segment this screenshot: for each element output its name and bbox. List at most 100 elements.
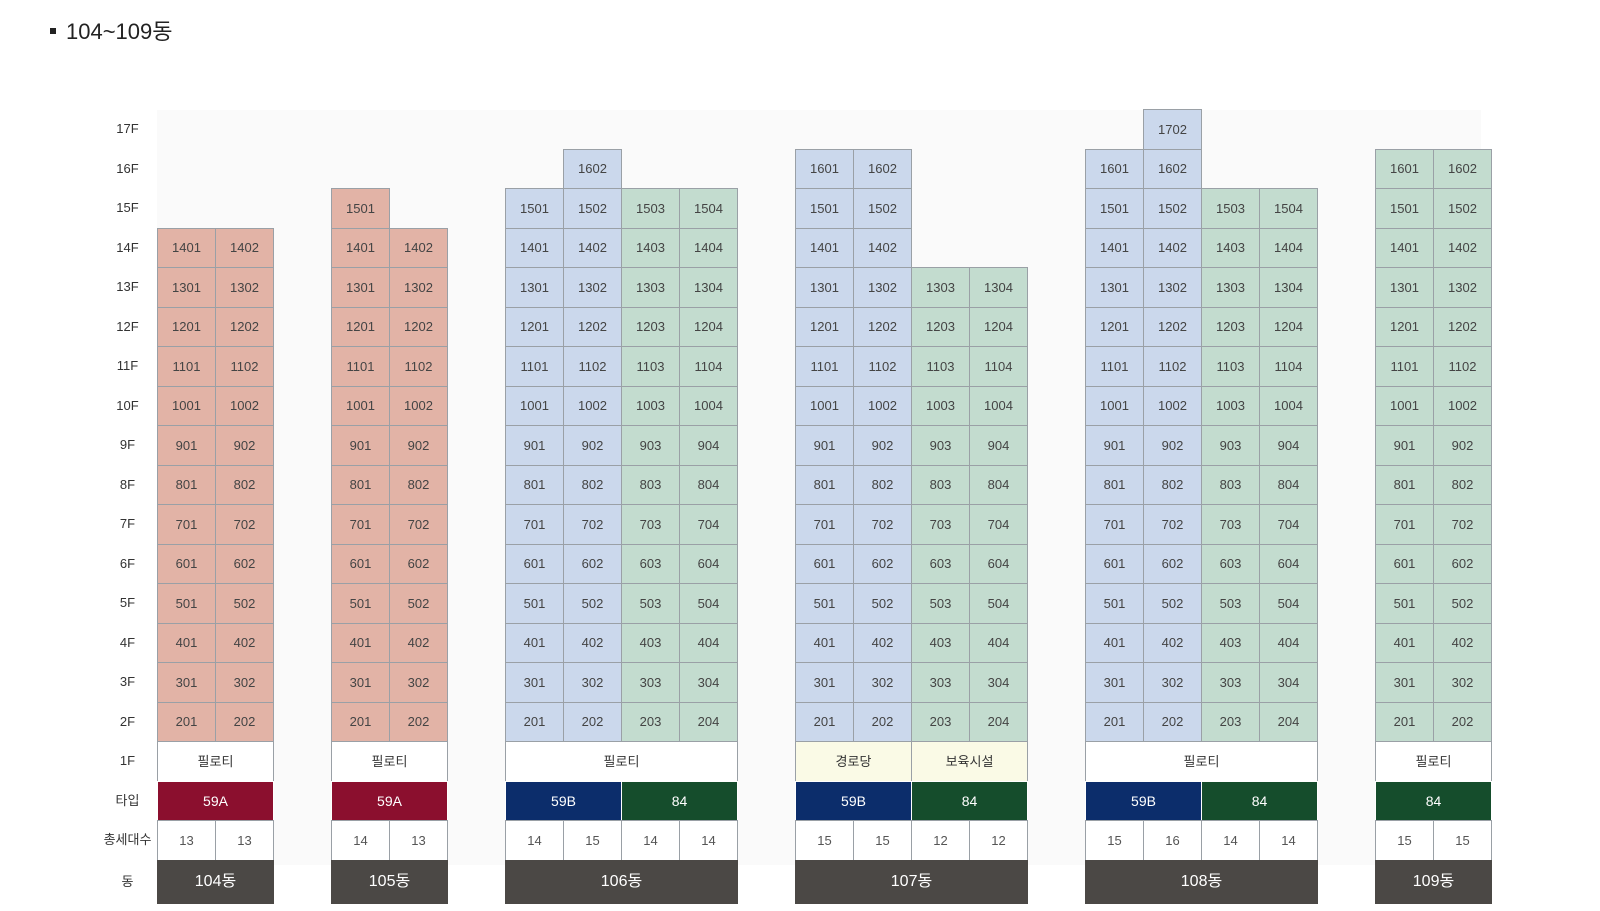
unit-cell[interactable]: 302 (1143, 662, 1202, 703)
unit-cell[interactable]: 802 (563, 465, 622, 505)
unit-cell[interactable]: 1102 (215, 346, 274, 387)
unit-cell[interactable]: 703 (621, 504, 680, 545)
unit-cell[interactable]: 1302 (853, 267, 912, 308)
unit-cell[interactable]: 1401 (331, 228, 390, 268)
unit-cell[interactable]: 203 (621, 702, 680, 742)
unit-cell[interactable]: 1103 (1201, 346, 1260, 387)
unit-cell[interactable]: 1001 (1085, 386, 1144, 426)
unit-cell[interactable]: 1401 (505, 228, 564, 268)
unit-cell[interactable]: 1203 (1201, 307, 1260, 347)
unit-cell[interactable]: 903 (911, 425, 970, 466)
unit-cell[interactable]: 903 (621, 425, 680, 466)
unit-cell[interactable]: 1301 (157, 267, 216, 308)
unit-cell[interactable]: 402 (853, 623, 912, 663)
unit-cell[interactable]: 502 (853, 583, 912, 624)
unit-cell[interactable]: 1003 (1201, 386, 1260, 426)
unit-cell[interactable]: 403 (1201, 623, 1260, 663)
unit-cell[interactable]: 1102 (853, 346, 912, 387)
unit-cell[interactable]: 1301 (1375, 267, 1434, 308)
unit-cell[interactable]: 1001 (1375, 386, 1434, 426)
unit-cell[interactable]: 1202 (215, 307, 274, 347)
unit-cell[interactable]: 803 (911, 465, 970, 505)
unit-cell[interactable]: 1601 (1375, 149, 1434, 189)
unit-cell[interactable]: 801 (331, 465, 390, 505)
unit-cell[interactable]: 1402 (1433, 228, 1492, 268)
unit-cell[interactable]: 1601 (795, 149, 854, 189)
unit-cell[interactable]: 203 (911, 702, 970, 742)
unit-cell[interactable]: 1404 (1259, 228, 1318, 268)
unit-cell[interactable]: 701 (1375, 504, 1434, 545)
unit-cell[interactable]: 1502 (563, 188, 622, 229)
unit-cell[interactable]: 401 (1375, 623, 1434, 663)
unit-cell[interactable]: 604 (679, 544, 738, 584)
unit-cell[interactable]: 1102 (389, 346, 448, 387)
unit-cell[interactable]: 1202 (563, 307, 622, 347)
unit-cell[interactable]: 1402 (1143, 228, 1202, 268)
unit-cell[interactable]: 1602 (1143, 149, 1202, 189)
unit-cell[interactable]: 902 (389, 425, 448, 466)
unit-cell[interactable]: 803 (621, 465, 680, 505)
unit-cell[interactable]: 604 (969, 544, 1028, 584)
unit-cell[interactable]: 701 (157, 504, 216, 545)
unit-cell[interactable]: 801 (157, 465, 216, 505)
unit-cell[interactable]: 703 (911, 504, 970, 545)
unit-cell[interactable]: 902 (215, 425, 274, 466)
unit-cell[interactable]: 1501 (505, 188, 564, 229)
unit-cell[interactable]: 1201 (1375, 307, 1434, 347)
unit-cell[interactable]: 1501 (1085, 188, 1144, 229)
unit-cell[interactable]: 401 (505, 623, 564, 663)
unit-cell[interactable]: 1302 (215, 267, 274, 308)
unit-cell[interactable]: 602 (1143, 544, 1202, 584)
unit-cell[interactable]: 1401 (1085, 228, 1144, 268)
unit-cell[interactable]: 1104 (969, 346, 1028, 387)
unit-cell[interactable]: 1103 (911, 346, 970, 387)
unit-cell[interactable]: 1201 (1085, 307, 1144, 347)
unit-cell[interactable]: 1504 (679, 188, 738, 229)
unit-cell[interactable]: 603 (621, 544, 680, 584)
unit-cell[interactable]: 904 (969, 425, 1028, 466)
unit-cell[interactable]: 301 (1375, 662, 1434, 703)
unit-cell[interactable]: 1002 (1433, 386, 1492, 426)
unit-cell[interactable]: 1203 (621, 307, 680, 347)
unit-cell[interactable]: 1101 (1375, 346, 1434, 387)
unit-cell[interactable]: 1204 (679, 307, 738, 347)
unit-cell[interactable]: 702 (1143, 504, 1202, 545)
unit-cell[interactable]: 204 (969, 702, 1028, 742)
unit-cell[interactable]: 601 (157, 544, 216, 584)
unit-cell[interactable]: 701 (505, 504, 564, 545)
unit-cell[interactable]: 1002 (389, 386, 448, 426)
unit-cell[interactable]: 201 (331, 702, 390, 742)
unit-cell[interactable]: 1002 (853, 386, 912, 426)
unit-cell[interactable]: 1301 (1085, 267, 1144, 308)
unit-cell[interactable]: 802 (389, 465, 448, 505)
unit-cell[interactable]: 1102 (563, 346, 622, 387)
unit-cell[interactable]: 1102 (1143, 346, 1202, 387)
unit-cell[interactable]: 1303 (1201, 267, 1260, 308)
unit-cell[interactable]: 1101 (331, 346, 390, 387)
unit-cell[interactable]: 1401 (1375, 228, 1434, 268)
unit-cell[interactable]: 1002 (563, 386, 622, 426)
unit-cell[interactable]: 902 (1433, 425, 1492, 466)
unit-cell[interactable]: 202 (853, 702, 912, 742)
unit-cell[interactable]: 501 (331, 583, 390, 624)
unit-cell[interactable]: 1001 (795, 386, 854, 426)
unit-cell[interactable]: 602 (853, 544, 912, 584)
unit-cell[interactable]: 702 (563, 504, 622, 545)
unit-cell[interactable]: 603 (1201, 544, 1260, 584)
unit-cell[interactable]: 804 (1259, 465, 1318, 505)
unit-cell[interactable]: 403 (911, 623, 970, 663)
unit-cell[interactable]: 501 (1085, 583, 1144, 624)
unit-cell[interactable]: 1501 (1375, 188, 1434, 229)
unit-cell[interactable]: 1502 (1433, 188, 1492, 229)
unit-cell[interactable]: 203 (1201, 702, 1260, 742)
unit-cell[interactable]: 202 (563, 702, 622, 742)
unit-cell[interactable]: 1301 (795, 267, 854, 308)
unit-cell[interactable]: 402 (1143, 623, 1202, 663)
unit-cell[interactable]: 504 (1259, 583, 1318, 624)
unit-cell[interactable]: 1001 (331, 386, 390, 426)
unit-cell[interactable]: 1402 (563, 228, 622, 268)
unit-cell[interactable]: 204 (1259, 702, 1318, 742)
unit-cell[interactable]: 801 (795, 465, 854, 505)
unit-cell[interactable]: 704 (1259, 504, 1318, 545)
unit-cell[interactable]: 1101 (1085, 346, 1144, 387)
